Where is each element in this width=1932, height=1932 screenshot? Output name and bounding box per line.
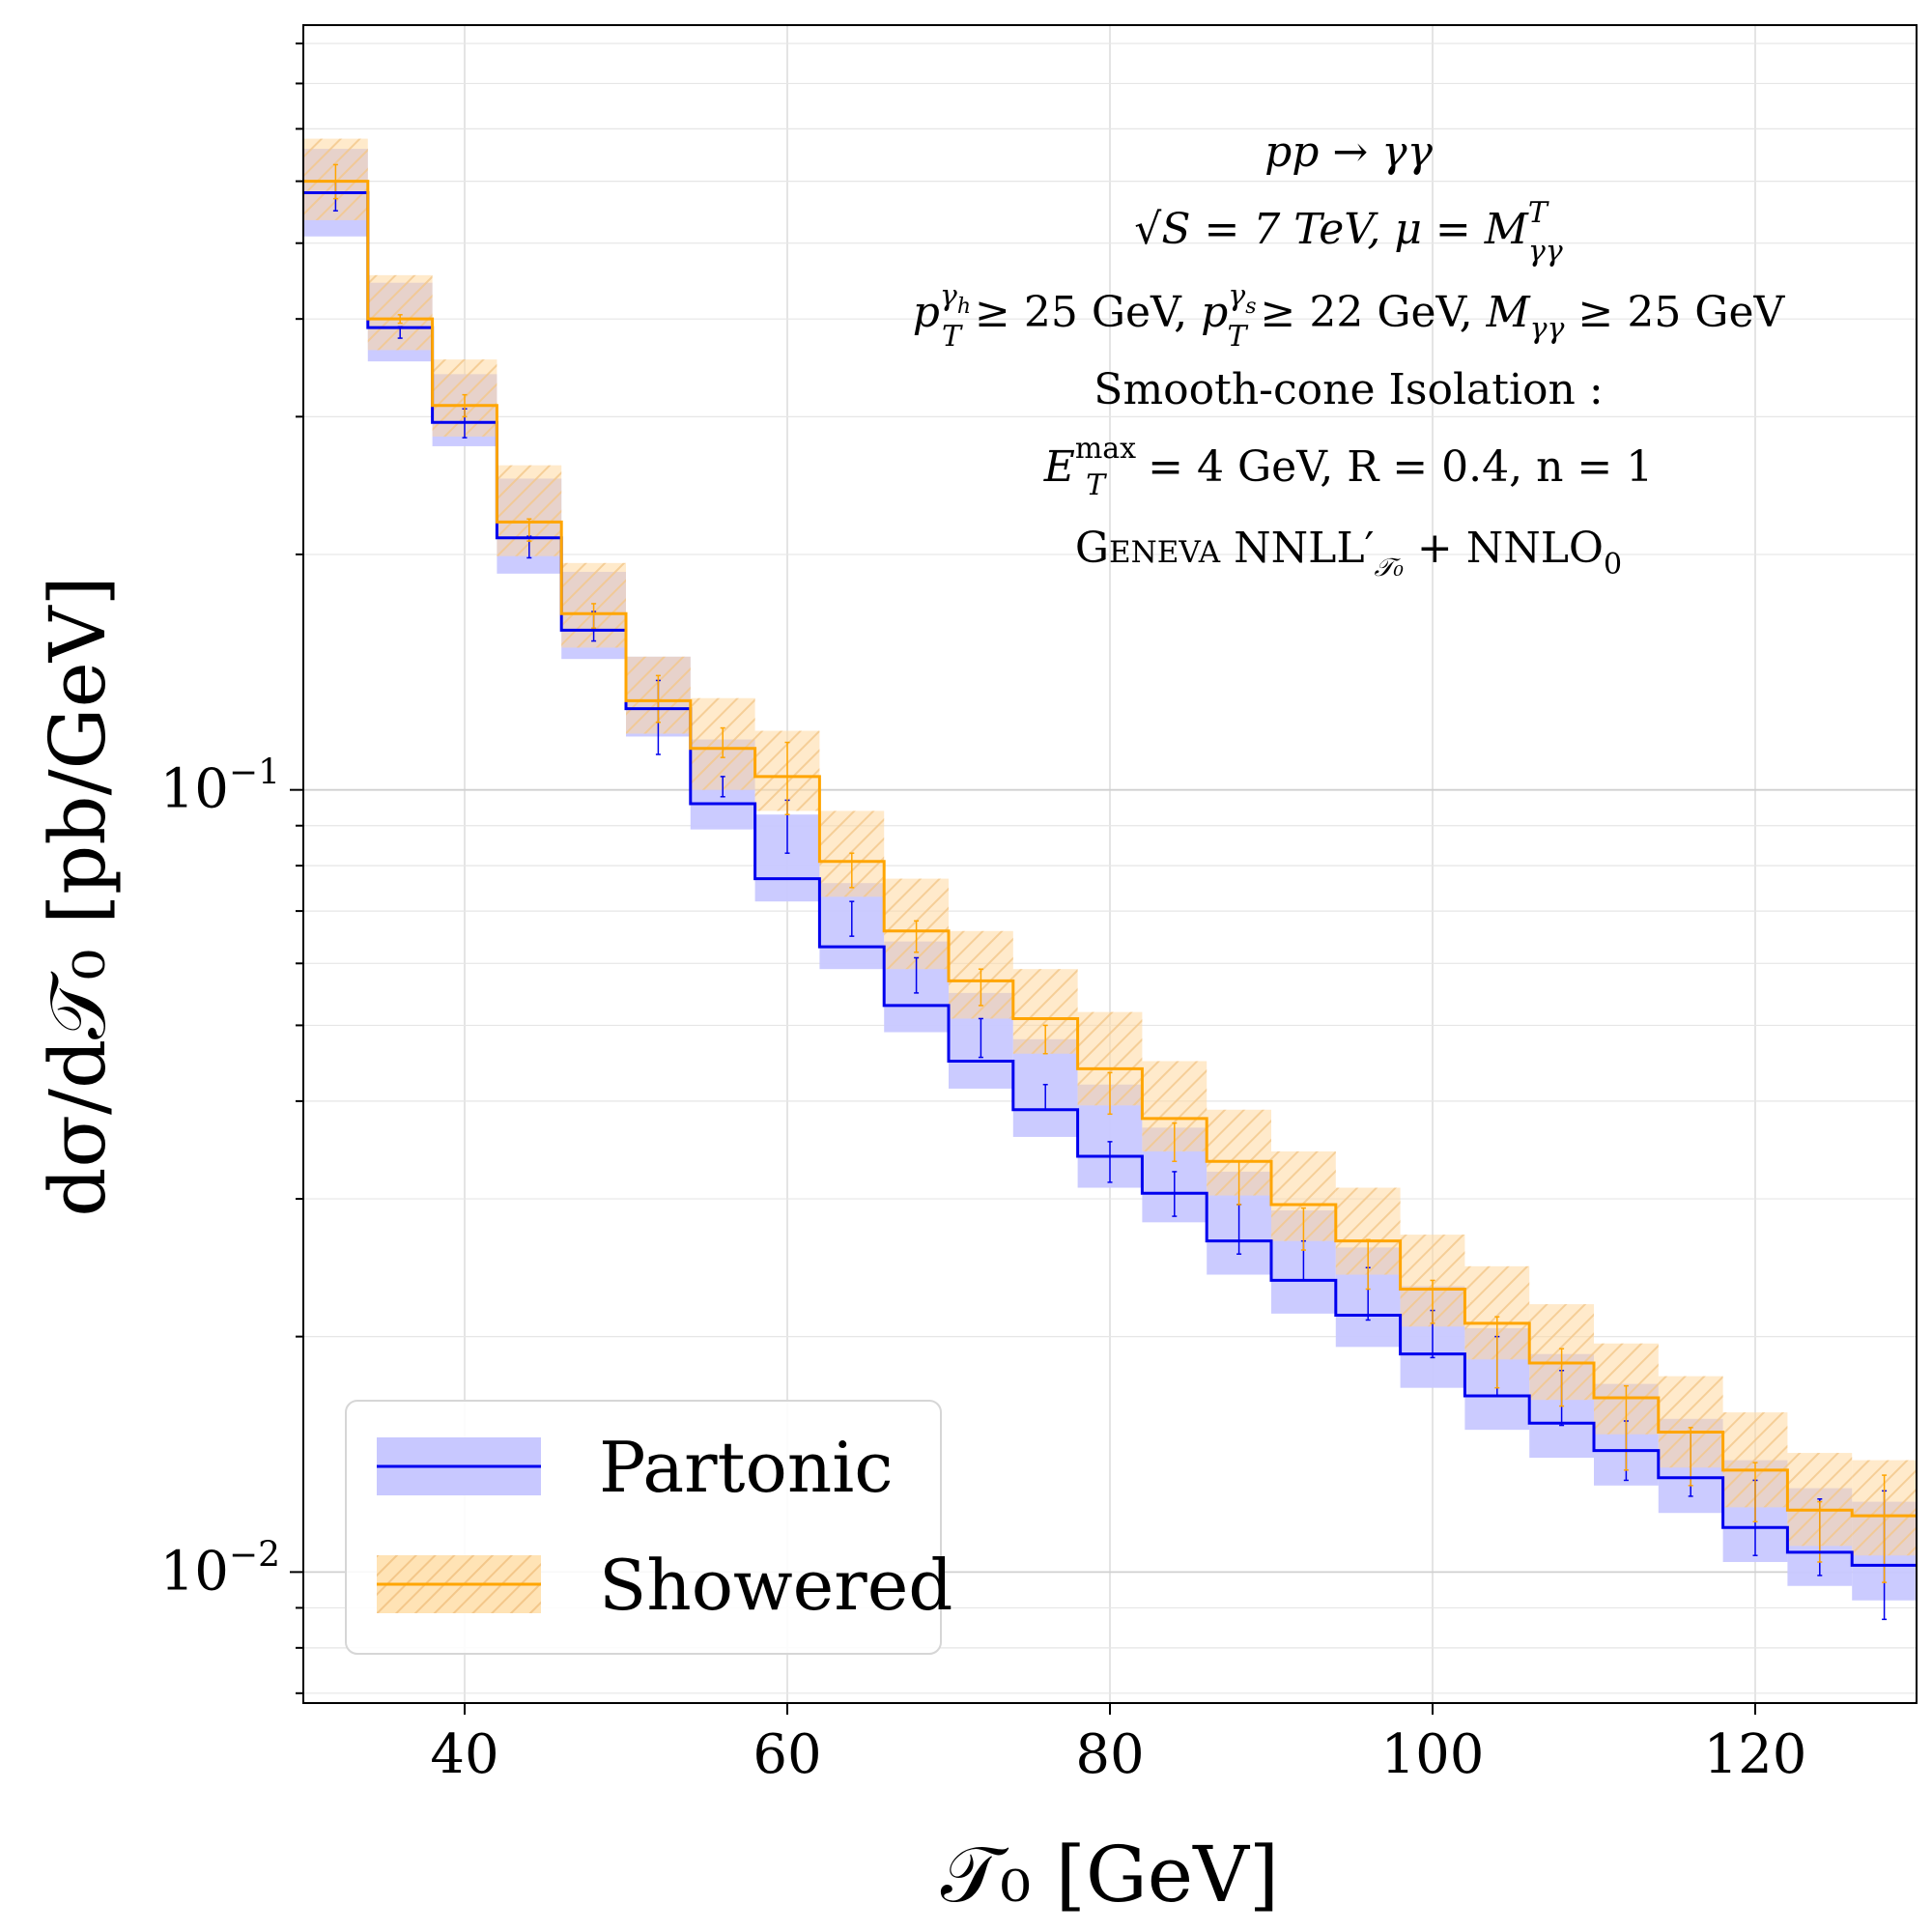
cut-p2-sup: γ <box>1228 279 1245 313</box>
legend-label-partonic: Partonic <box>599 1427 894 1508</box>
energy-sup: T <box>1528 196 1549 230</box>
generator-gap <box>1220 524 1234 573</box>
cut-p2-sub: T <box>1227 320 1248 354</box>
x-axis-label: 𝒯₀ [GeV] <box>941 1830 1279 1919</box>
y-tick-label-exp: −1 <box>229 753 280 793</box>
annotation-iso-params: Emax T = 4 GeV, R = 0.4, n = 1 <box>1043 432 1654 502</box>
energy-text: √S = 7 TeV, μ = M <box>1134 205 1528 254</box>
iso-e-rest: = 4 GeV, R = 0.4, n = 1 <box>1134 442 1653 492</box>
annotation-process: pp → γγ <box>1264 128 1433 177</box>
generator-accuracy-sub: 𝒯₀ <box>1375 554 1405 582</box>
y-tick-label: 10−1 <box>160 753 280 821</box>
x-tick-label: 120 <box>1704 1723 1807 1786</box>
cut-m-rest: ≥ 25 GeV <box>1564 288 1785 337</box>
step-line-showered <box>303 180 1917 1518</box>
cut-m-sub: γγ <box>1530 312 1565 346</box>
cut-p1-sub: T <box>942 320 963 354</box>
generator-accuracy: NNLL′ <box>1234 524 1374 573</box>
x-tick-label: 40 <box>430 1723 498 1786</box>
cut-p2: p <box>1201 288 1228 337</box>
generator-name: Geneva <box>1075 524 1221 573</box>
y-axis-label: dσ/d𝒯₀ [pb/GeV] <box>33 576 123 1217</box>
annotation-cuts: pγh T ≥ 25 GeV, pγs T ≥ 22 GeV, Mγγ ≥ 25 G… <box>913 279 1786 354</box>
x-tick-label: 100 <box>1381 1723 1485 1786</box>
error-bars <box>332 163 1888 1621</box>
annotation-generator: Geneva NNLL′𝒯₀ + NNLO0 <box>1075 524 1622 582</box>
annotation-block: pp → γγ √S = 7 TeV, μ = MT γγ pγh T ≥ 25 G… <box>913 128 1786 582</box>
step-line-partonic <box>303 191 1917 1567</box>
y-tick-label-exp: −2 <box>229 1535 280 1575</box>
cut-p2-rest: ≥ 22 GeV, <box>1247 288 1487 337</box>
legend-entry-partonic: Partonic <box>377 1427 894 1508</box>
x-tick-label: 60 <box>753 1723 821 1786</box>
cut-p1-supsub: h <box>957 295 971 319</box>
energy-sub: γγ <box>1528 235 1563 269</box>
x-tick-label: 80 <box>1075 1723 1144 1786</box>
cut-m: M <box>1486 288 1531 337</box>
legend-label-showered: Showered <box>599 1545 952 1626</box>
legend: Partonic Showered <box>345 1400 952 1655</box>
cut-p2-supsub: s <box>1245 295 1256 319</box>
legend-entry-showered: Showered <box>377 1545 952 1626</box>
cut-p1-rest: ≥ 25 GeV, <box>961 288 1201 337</box>
iso-e-sup: max <box>1075 432 1136 466</box>
y-tick-label: 10−2 <box>160 1535 280 1603</box>
generator-accuracy-rest-sub: 0 <box>1604 548 1622 582</box>
y-tick-label-base: 10 <box>160 758 229 821</box>
generator-accuracy-rest: + NNLO <box>1404 524 1604 573</box>
step-lines <box>303 180 1917 1567</box>
iso-e-sub: T <box>1086 469 1107 502</box>
annotation-energy: √S = 7 TeV, μ = MT γγ <box>1134 196 1562 269</box>
cut-p1: p <box>913 288 940 337</box>
y-tick-label-base: 10 <box>160 1540 229 1603</box>
cut-p1-sup: γ <box>940 279 957 313</box>
iso-e: E <box>1043 442 1075 492</box>
annotation-isolation: Smooth-cone Isolation : <box>1094 365 1603 414</box>
